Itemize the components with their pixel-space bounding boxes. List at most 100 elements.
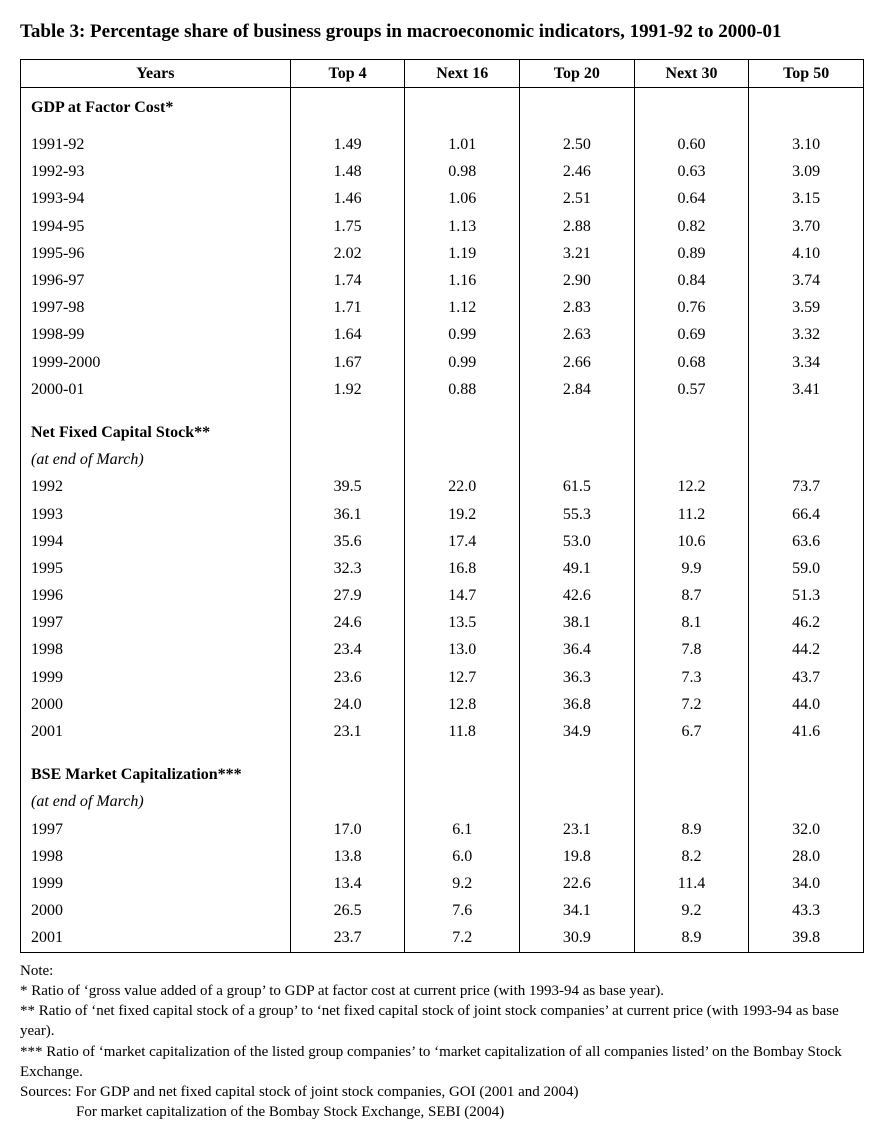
table-title: Table 3: Percentage share of business gr…	[20, 20, 864, 45]
value-cell: 0.68	[634, 349, 749, 376]
value-cell: 34.0	[749, 870, 864, 897]
value-cell: 26.5	[290, 897, 405, 924]
value-cell: 3.74	[749, 267, 864, 294]
value-cell: 1.48	[290, 158, 405, 185]
value-cell: 9.9	[634, 555, 749, 582]
value-cell: 2.84	[520, 376, 635, 403]
source-line: Sources: For GDP and net fixed capital s…	[20, 1082, 864, 1102]
table-row: 199627.914.742.68.751.3	[21, 582, 864, 609]
value-cell: 1.92	[290, 376, 405, 403]
table-row: 1993-941.461.062.510.643.15	[21, 185, 864, 212]
value-cell: 0.69	[634, 321, 749, 348]
value-cell: 1.16	[405, 267, 520, 294]
value-cell: 8.2	[634, 843, 749, 870]
value-cell: 1.13	[405, 213, 520, 240]
table-row: 199336.119.255.311.266.4	[21, 501, 864, 528]
value-cell: 28.0	[749, 843, 864, 870]
value-cell: 0.57	[634, 376, 749, 403]
table-row: 200123.111.834.96.741.6	[21, 718, 864, 745]
value-cell: 3.32	[749, 321, 864, 348]
year-cell: 1997-98	[21, 294, 291, 321]
value-cell: 10.6	[634, 528, 749, 555]
year-cell: 1992	[21, 473, 291, 500]
value-cell: 19.2	[405, 501, 520, 528]
section-subheading-row: (at end of March)	[21, 788, 864, 815]
value-cell: 9.2	[405, 870, 520, 897]
value-cell: 3.09	[749, 158, 864, 185]
value-cell: 39.5	[290, 473, 405, 500]
value-cell: 1.64	[290, 321, 405, 348]
year-cell: 1995-96	[21, 240, 291, 267]
value-cell: 49.1	[520, 555, 635, 582]
source-line: For market capitalization of the Bombay …	[20, 1102, 864, 1122]
value-cell: 24.0	[290, 691, 405, 718]
value-cell: 8.9	[634, 924, 749, 952]
value-cell: 7.2	[634, 691, 749, 718]
table-row: 199913.49.222.611.434.0	[21, 870, 864, 897]
column-header: Next 30	[634, 59, 749, 87]
value-cell: 0.84	[634, 267, 749, 294]
value-cell: 38.1	[520, 609, 635, 636]
value-cell: 8.9	[634, 816, 749, 843]
table-row: 199532.316.849.19.959.0	[21, 555, 864, 582]
year-cell: 1994-95	[21, 213, 291, 240]
year-cell: 1995	[21, 555, 291, 582]
value-cell: 7.3	[634, 664, 749, 691]
value-cell: 0.98	[405, 158, 520, 185]
value-cell: 0.63	[634, 158, 749, 185]
column-header: Top 20	[520, 59, 635, 87]
column-header: Top 50	[749, 59, 864, 87]
value-cell: 2.50	[520, 131, 635, 158]
table-row: 199923.612.736.37.343.7	[21, 664, 864, 691]
table-row: 200123.77.230.98.939.8	[21, 924, 864, 952]
value-cell: 3.41	[749, 376, 864, 403]
table-notes: Note: * Ratio of ‘gross value added of a…	[20, 961, 864, 1123]
value-cell: 0.82	[634, 213, 749, 240]
value-cell: 34.1	[520, 897, 635, 924]
table-row: 1996-971.741.162.900.843.74	[21, 267, 864, 294]
table-row: 1994-951.751.132.880.823.70	[21, 213, 864, 240]
year-cell: 1996	[21, 582, 291, 609]
value-cell: 0.64	[634, 185, 749, 212]
value-cell: 43.3	[749, 897, 864, 924]
value-cell: 3.21	[520, 240, 635, 267]
table-row: 1991-921.491.012.500.603.10	[21, 131, 864, 158]
table-row: 1998-991.640.992.630.693.32	[21, 321, 864, 348]
value-cell: 8.1	[634, 609, 749, 636]
value-cell: 2.51	[520, 185, 635, 212]
section-subheading: (at end of March)	[21, 788, 291, 815]
value-cell: 14.7	[405, 582, 520, 609]
value-cell: 13.8	[290, 843, 405, 870]
value-cell: 24.6	[290, 609, 405, 636]
section-heading: Net Fixed Capital Stock**	[21, 413, 291, 446]
value-cell: 1.06	[405, 185, 520, 212]
year-cell: 2000-01	[21, 376, 291, 403]
value-cell: 7.8	[634, 636, 749, 663]
value-cell: 11.8	[405, 718, 520, 745]
value-cell: 1.19	[405, 240, 520, 267]
value-cell: 23.6	[290, 664, 405, 691]
table-row: 1992-931.480.982.460.633.09	[21, 158, 864, 185]
table-row: 199717.06.123.18.932.0	[21, 816, 864, 843]
value-cell: 2.90	[520, 267, 635, 294]
value-cell: 6.7	[634, 718, 749, 745]
value-cell: 2.66	[520, 349, 635, 376]
value-cell: 1.49	[290, 131, 405, 158]
table-header-row: YearsTop 4Next 16Top 20Next 30Top 50	[21, 59, 864, 87]
value-cell: 12.2	[634, 473, 749, 500]
value-cell: 8.7	[634, 582, 749, 609]
value-cell: 44.0	[749, 691, 864, 718]
value-cell: 3.70	[749, 213, 864, 240]
value-cell: 30.9	[520, 924, 635, 952]
value-cell: 44.2	[749, 636, 864, 663]
value-cell: 61.5	[520, 473, 635, 500]
value-cell: 23.1	[520, 816, 635, 843]
table-row: 199239.522.061.512.273.7	[21, 473, 864, 500]
value-cell: 17.0	[290, 816, 405, 843]
value-cell: 1.01	[405, 131, 520, 158]
value-cell: 0.99	[405, 349, 520, 376]
value-cell: 2.63	[520, 321, 635, 348]
value-cell: 6.0	[405, 843, 520, 870]
table-row: 199823.413.036.47.844.2	[21, 636, 864, 663]
value-cell: 53.0	[520, 528, 635, 555]
